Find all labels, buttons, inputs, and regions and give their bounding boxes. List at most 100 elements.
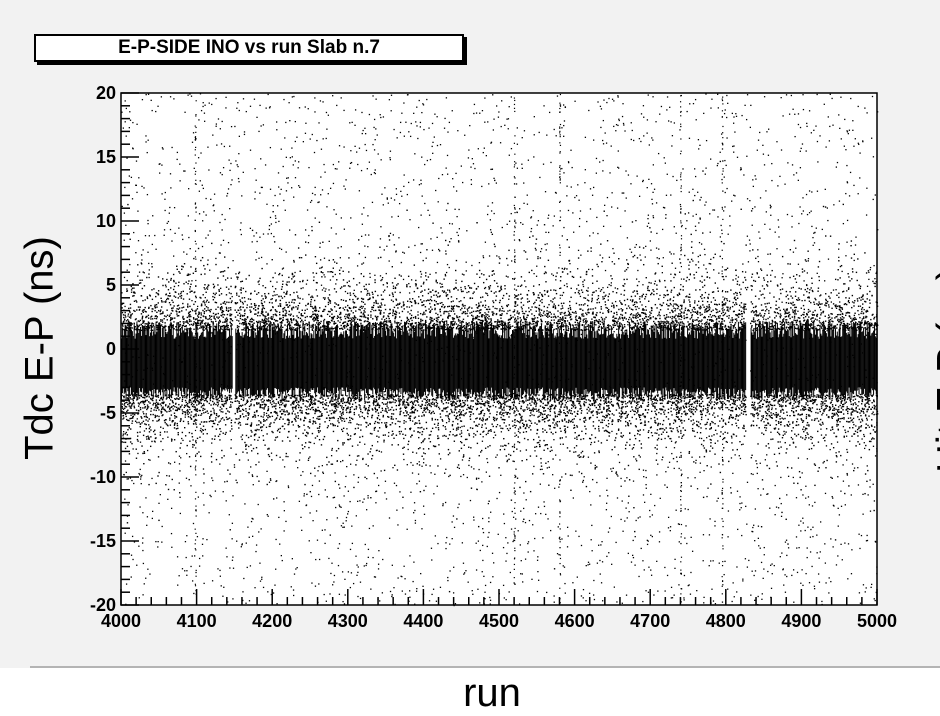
core-band-column	[858, 326, 860, 395]
scatter-point	[675, 323, 677, 325]
core-band-column	[660, 325, 662, 395]
scatter-point	[335, 326, 337, 328]
scatter-point	[433, 325, 435, 327]
scatter-point	[591, 275, 594, 277]
scatter-point	[349, 406, 352, 409]
core-band-column	[517, 321, 519, 398]
core-band-column	[284, 330, 286, 392]
scatter-point	[437, 325, 440, 328]
scatter-point	[721, 308, 723, 310]
scatter-point	[792, 286, 794, 289]
scatter-point	[522, 409, 524, 411]
core-band-column	[178, 322, 180, 396]
scatter-point	[710, 483, 712, 485]
core-band-column	[641, 332, 643, 391]
scatter-point	[168, 301, 171, 304]
scatter-point	[217, 435, 220, 438]
scatter-point	[586, 395, 588, 397]
scatter-point	[499, 403, 502, 405]
scatter-point	[425, 325, 427, 327]
scatter-point	[320, 320, 322, 323]
core-band-column	[528, 335, 530, 396]
core-band-column	[458, 329, 460, 389]
scatter-point	[628, 420, 631, 422]
core-band-column	[305, 335, 307, 393]
scatter-point	[703, 316, 705, 319]
scatter-point	[589, 438, 592, 440]
scatter-point	[156, 420, 158, 422]
core-band-column	[848, 334, 850, 388]
scatter-point	[820, 294, 822, 296]
scatter-point	[805, 402, 807, 404]
scatter-point	[167, 396, 170, 398]
scatter-point	[512, 404, 515, 406]
scatter-point	[143, 403, 146, 406]
core-band-column	[331, 326, 333, 394]
scatter-point	[391, 282, 394, 284]
scatter-point	[853, 423, 855, 426]
scatter-point	[517, 326, 519, 328]
scatter-point	[212, 407, 214, 410]
core-band-column	[876, 322, 878, 399]
scatter-point	[544, 271, 547, 273]
scatter-point	[483, 287, 486, 290]
scatter-point	[626, 414, 628, 417]
scatter-point	[173, 285, 176, 288]
scatter-point	[525, 310, 527, 313]
scatter-point	[496, 328, 499, 330]
scatter-point	[464, 413, 466, 415]
scatter-point	[141, 287, 144, 290]
scatter-point	[421, 433, 423, 436]
scatter-point	[198, 312, 201, 314]
scatter-point	[433, 294, 435, 296]
scatter-point	[227, 410, 229, 412]
scatter-point	[659, 408, 661, 410]
scatter-point	[298, 326, 301, 328]
scatter-point	[616, 473, 618, 476]
core-band-column	[424, 338, 425, 392]
scatter-point	[657, 320, 660, 323]
scatter-point	[534, 422, 536, 424]
scatter-point	[857, 395, 859, 397]
scatter-point	[567, 329, 570, 332]
scatter-point	[537, 257, 539, 260]
scatter-point	[355, 408, 357, 410]
scatter-point	[392, 312, 394, 314]
scatter-point	[431, 403, 433, 406]
scatter-point	[222, 405, 225, 408]
scatter-point	[453, 324, 455, 326]
scatter-point	[456, 412, 458, 414]
scatter-point	[482, 417, 484, 419]
scatter-point	[294, 413, 296, 415]
scatter-point	[649, 397, 652, 400]
scatter-point	[448, 434, 451, 436]
scatter-point	[348, 438, 350, 441]
scatter-point	[596, 280, 598, 282]
scatter-point	[170, 287, 172, 289]
core-band-column	[309, 338, 311, 392]
scatter-point	[679, 420, 682, 422]
scatter-point	[642, 396, 645, 399]
scatter-point	[819, 423, 821, 425]
core-band-column	[239, 335, 241, 390]
scatter-point	[224, 328, 227, 331]
core-band-column	[583, 324, 585, 390]
scatter-point	[821, 325, 824, 327]
scatter-point	[350, 325, 352, 328]
scatter-point	[243, 314, 246, 317]
scatter-point	[556, 322, 558, 325]
scatter-point	[214, 326, 217, 328]
scatter-point	[643, 328, 645, 330]
scatter-point	[269, 416, 271, 418]
scatter-point	[724, 326, 726, 328]
scatter-point	[741, 325, 743, 328]
scatter-point	[820, 326, 823, 328]
core-band-column	[819, 327, 821, 394]
scatter-point	[424, 319, 427, 322]
scatter-point	[689, 301, 691, 303]
scatter-point	[833, 412, 835, 415]
scatter-point	[864, 492, 866, 495]
core-band-column	[251, 326, 253, 397]
scatter-point	[644, 415, 647, 418]
scatter-point	[455, 327, 458, 330]
